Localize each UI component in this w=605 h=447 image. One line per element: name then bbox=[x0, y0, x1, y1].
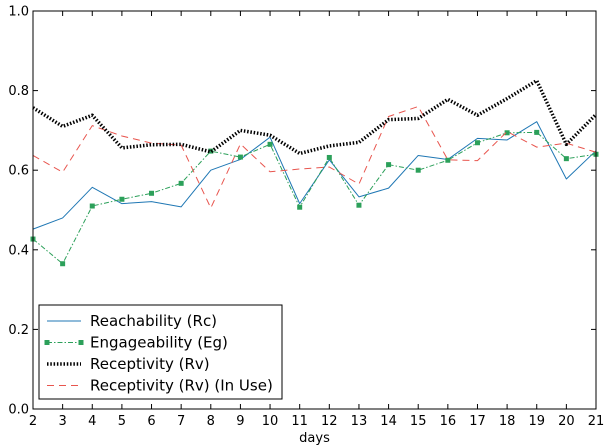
series-point-engageability-eg bbox=[149, 190, 155, 196]
series-point-engageability-eg bbox=[504, 130, 510, 136]
series-point-engageability-eg bbox=[326, 154, 332, 160]
x-tick-label: 21 bbox=[588, 414, 605, 429]
x-tick-label: 6 bbox=[147, 414, 155, 429]
series-point-engageability-eg bbox=[445, 157, 451, 163]
series-line-receptivity-rv bbox=[32, 78, 598, 156]
series-point-engageability-eg bbox=[356, 202, 362, 208]
series-point-engageability-eg bbox=[415, 167, 421, 173]
x-tick-label: 4 bbox=[88, 414, 96, 429]
legend-label-reachability-rc: Reachability (Rc) bbox=[90, 312, 217, 330]
x-tick-label: 18 bbox=[499, 414, 516, 429]
series-point-engageability-eg bbox=[474, 140, 480, 146]
x-tick-label: 10 bbox=[262, 414, 279, 429]
x-tick-label: 8 bbox=[207, 414, 215, 429]
legend-label-receptivity-rv: Receptivity (Rv) bbox=[90, 355, 210, 373]
legend-marker bbox=[78, 340, 84, 345]
series-point-engageability-eg bbox=[208, 148, 214, 154]
x-tick-label: 17 bbox=[469, 414, 486, 429]
series-point-engageability-eg bbox=[60, 261, 66, 267]
y-tick-label: 0.6 bbox=[8, 164, 29, 179]
x-tick-label: 13 bbox=[351, 414, 368, 429]
x-tick-label: 3 bbox=[58, 414, 66, 429]
series-point-engageability-eg bbox=[297, 204, 303, 210]
y-tick-label: 0.8 bbox=[8, 84, 29, 99]
series-point-engageability-eg bbox=[386, 162, 392, 168]
x-tick-label: 11 bbox=[291, 414, 308, 429]
y-axis: 0.0 0.2 0.4 0.6 0.8 1.0 bbox=[8, 5, 596, 418]
x-tick-label: 20 bbox=[558, 414, 575, 429]
series-point-engageability-eg bbox=[237, 154, 243, 160]
legend: Reachability (Rc) Engageability (Eg) Recep… bbox=[38, 304, 283, 400]
plot-frame bbox=[32, 10, 597, 410]
y-tick-label: 0.0 bbox=[8, 403, 29, 418]
series-point-engageability-eg bbox=[119, 196, 125, 202]
x-tick-label: 5 bbox=[118, 414, 126, 429]
x-tick-label: 15 bbox=[410, 414, 427, 429]
x-axis: 2 3 4 5 6 7 8 9 10 11 12 13 14 15 16 17 18 19 20 21 bbox=[29, 11, 604, 429]
series-line-receptivity-rv-in-use bbox=[32, 106, 597, 209]
series-point-engageability-eg bbox=[563, 156, 569, 162]
legend-label-receptivity-rv-in-use: Receptivity (Rv) (In Use) bbox=[90, 377, 273, 395]
x-tick-label: 16 bbox=[440, 414, 457, 429]
x-axis-title: days bbox=[299, 431, 330, 446]
y-tick-label: 0.2 bbox=[8, 323, 29, 338]
x-tick-label: 19 bbox=[528, 414, 545, 429]
x-tick-label: 12 bbox=[321, 414, 338, 429]
series-point-engageability-eg bbox=[178, 180, 184, 186]
legend-marker bbox=[44, 340, 50, 345]
legend-label-engageability-eg: Engageability (Eg) bbox=[90, 334, 228, 352]
series-line-engageability-eg bbox=[32, 131, 597, 265]
series-point-engageability-eg bbox=[89, 203, 95, 209]
x-tick-label: 9 bbox=[236, 414, 244, 429]
series-point-engageability-eg bbox=[534, 129, 540, 135]
x-tick-label: 2 bbox=[29, 414, 37, 429]
series-point-engageability-eg bbox=[267, 141, 273, 147]
y-tick-label: 1.0 bbox=[8, 5, 29, 20]
y-tick-label: 0.4 bbox=[8, 243, 29, 258]
x-tick-label: 14 bbox=[380, 414, 397, 429]
x-tick-label: 7 bbox=[177, 414, 185, 429]
